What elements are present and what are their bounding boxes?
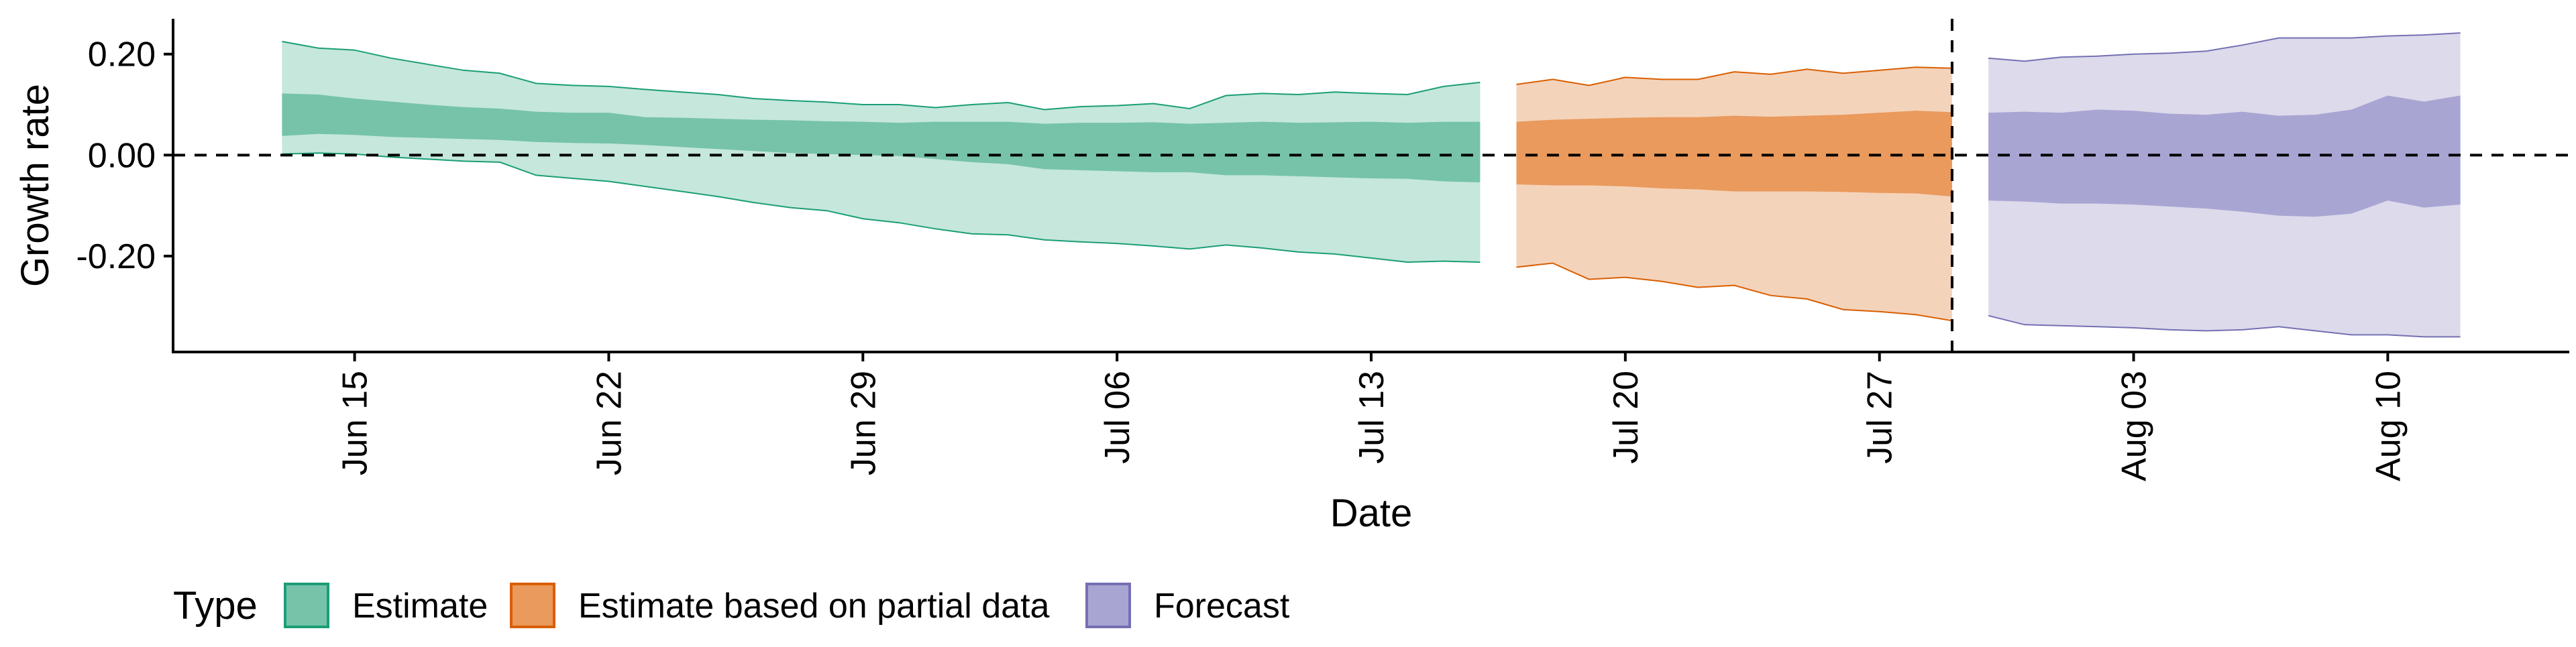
forecast-series bbox=[1988, 32, 2461, 338]
forecast-upper-outline bbox=[1988, 32, 2461, 62]
legend-title: Type bbox=[173, 584, 258, 628]
reference-lines-layer bbox=[173, 19, 2569, 352]
y-tick-label: 0.20 bbox=[88, 36, 156, 74]
legend: Type Estimate Estimate based on partial da… bbox=[173, 583, 1290, 628]
legend-item-estimate-based-on-partial-data: Estimate based on partial data bbox=[510, 583, 1050, 628]
legend-swatch bbox=[284, 583, 329, 628]
x-tick-label: Aug 10 bbox=[2369, 371, 2408, 481]
x-tick-label: Jul 20 bbox=[1607, 371, 1646, 464]
x-tick-label: Jun 22 bbox=[590, 371, 629, 475]
legend-item-estimate: Estimate bbox=[284, 583, 488, 628]
legend-label: Estimate based on partial data bbox=[578, 587, 1050, 626]
x-tick-label: Jul 27 bbox=[1861, 371, 1900, 464]
estimate-inner-band bbox=[282, 93, 1481, 182]
estimate-upper-outline bbox=[282, 40, 1481, 111]
legend-label: Estimate bbox=[352, 587, 488, 626]
x-tick-label: Jun 29 bbox=[844, 371, 883, 475]
x-tick-label: Jul 06 bbox=[1098, 371, 1137, 464]
estimate-based-on-partial-data-lower-outline bbox=[1516, 262, 1953, 322]
legend-item-forecast: Forecast bbox=[1085, 583, 1290, 628]
legend-label: Forecast bbox=[1154, 587, 1290, 626]
forecast-lower-outline bbox=[1988, 314, 2461, 338]
x-tick-label: Jul 13 bbox=[1352, 371, 1391, 464]
estimate-based-on-partial-data-series bbox=[1516, 66, 1953, 322]
y-tick-label: -0.20 bbox=[76, 237, 156, 276]
estimate-series bbox=[282, 40, 1481, 263]
y-tick-label: 0.00 bbox=[88, 136, 156, 175]
x-axis-title: Date bbox=[1330, 491, 1413, 535]
legend-swatch bbox=[1085, 583, 1131, 628]
estimate-based-on-partial-data-inner-band bbox=[1516, 111, 1952, 197]
estimate-lower-outline bbox=[282, 152, 1481, 263]
estimate-based-on-partial-data-upper-outline bbox=[1516, 66, 1952, 86]
estimate-based-on-partial-data-outer-band bbox=[1516, 67, 1952, 321]
y-axis-title: Growth rate bbox=[13, 84, 57, 287]
legend-swatch bbox=[510, 583, 555, 628]
bands-layer bbox=[282, 32, 2461, 338]
x-tick-label: Jun 15 bbox=[336, 371, 375, 475]
x-tick-label: Aug 03 bbox=[2115, 371, 2154, 481]
axes-layer: 0.20 0.00 -0.20 Jun 15 Jun 22 Jun 29 Jul 06 Jul… bbox=[13, 19, 2569, 535]
